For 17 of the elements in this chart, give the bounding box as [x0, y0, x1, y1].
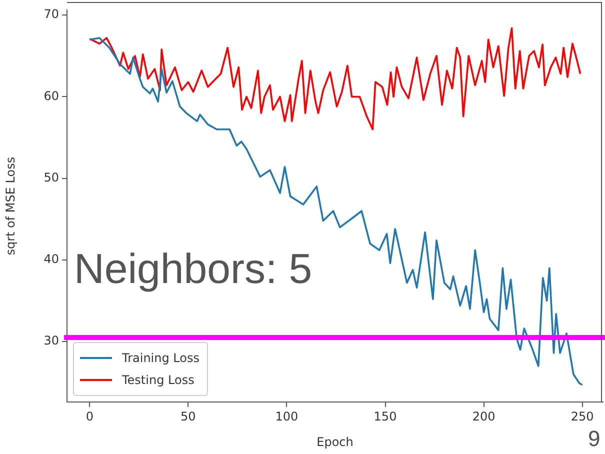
x-tick-label: 150 — [374, 409, 397, 424]
legend-label: Testing Loss — [122, 373, 194, 387]
y-tick-label: 60 — [44, 88, 59, 103]
y-tick-label: 50 — [44, 170, 59, 184]
x-tick-label: 100 — [275, 409, 298, 424]
legend-label: Training Loss — [122, 351, 200, 365]
y-tick-label: 70 — [44, 7, 59, 22]
x-axis-title: Epoch — [316, 434, 354, 449]
x-tick-label: 50 — [180, 409, 196, 424]
y-tick-label: 40 — [44, 252, 59, 266]
y-axis-title: sqrt of MSE Loss — [3, 156, 18, 256]
y-tick-label: 30 — [44, 334, 59, 348]
x-tick-label: 250 — [570, 409, 594, 424]
x-tick-label: 0 — [86, 409, 94, 424]
annotation: Neighbors: 5 — [74, 245, 312, 292]
x-tick-label: 200 — [472, 409, 496, 424]
text: 9 — [588, 426, 600, 451]
